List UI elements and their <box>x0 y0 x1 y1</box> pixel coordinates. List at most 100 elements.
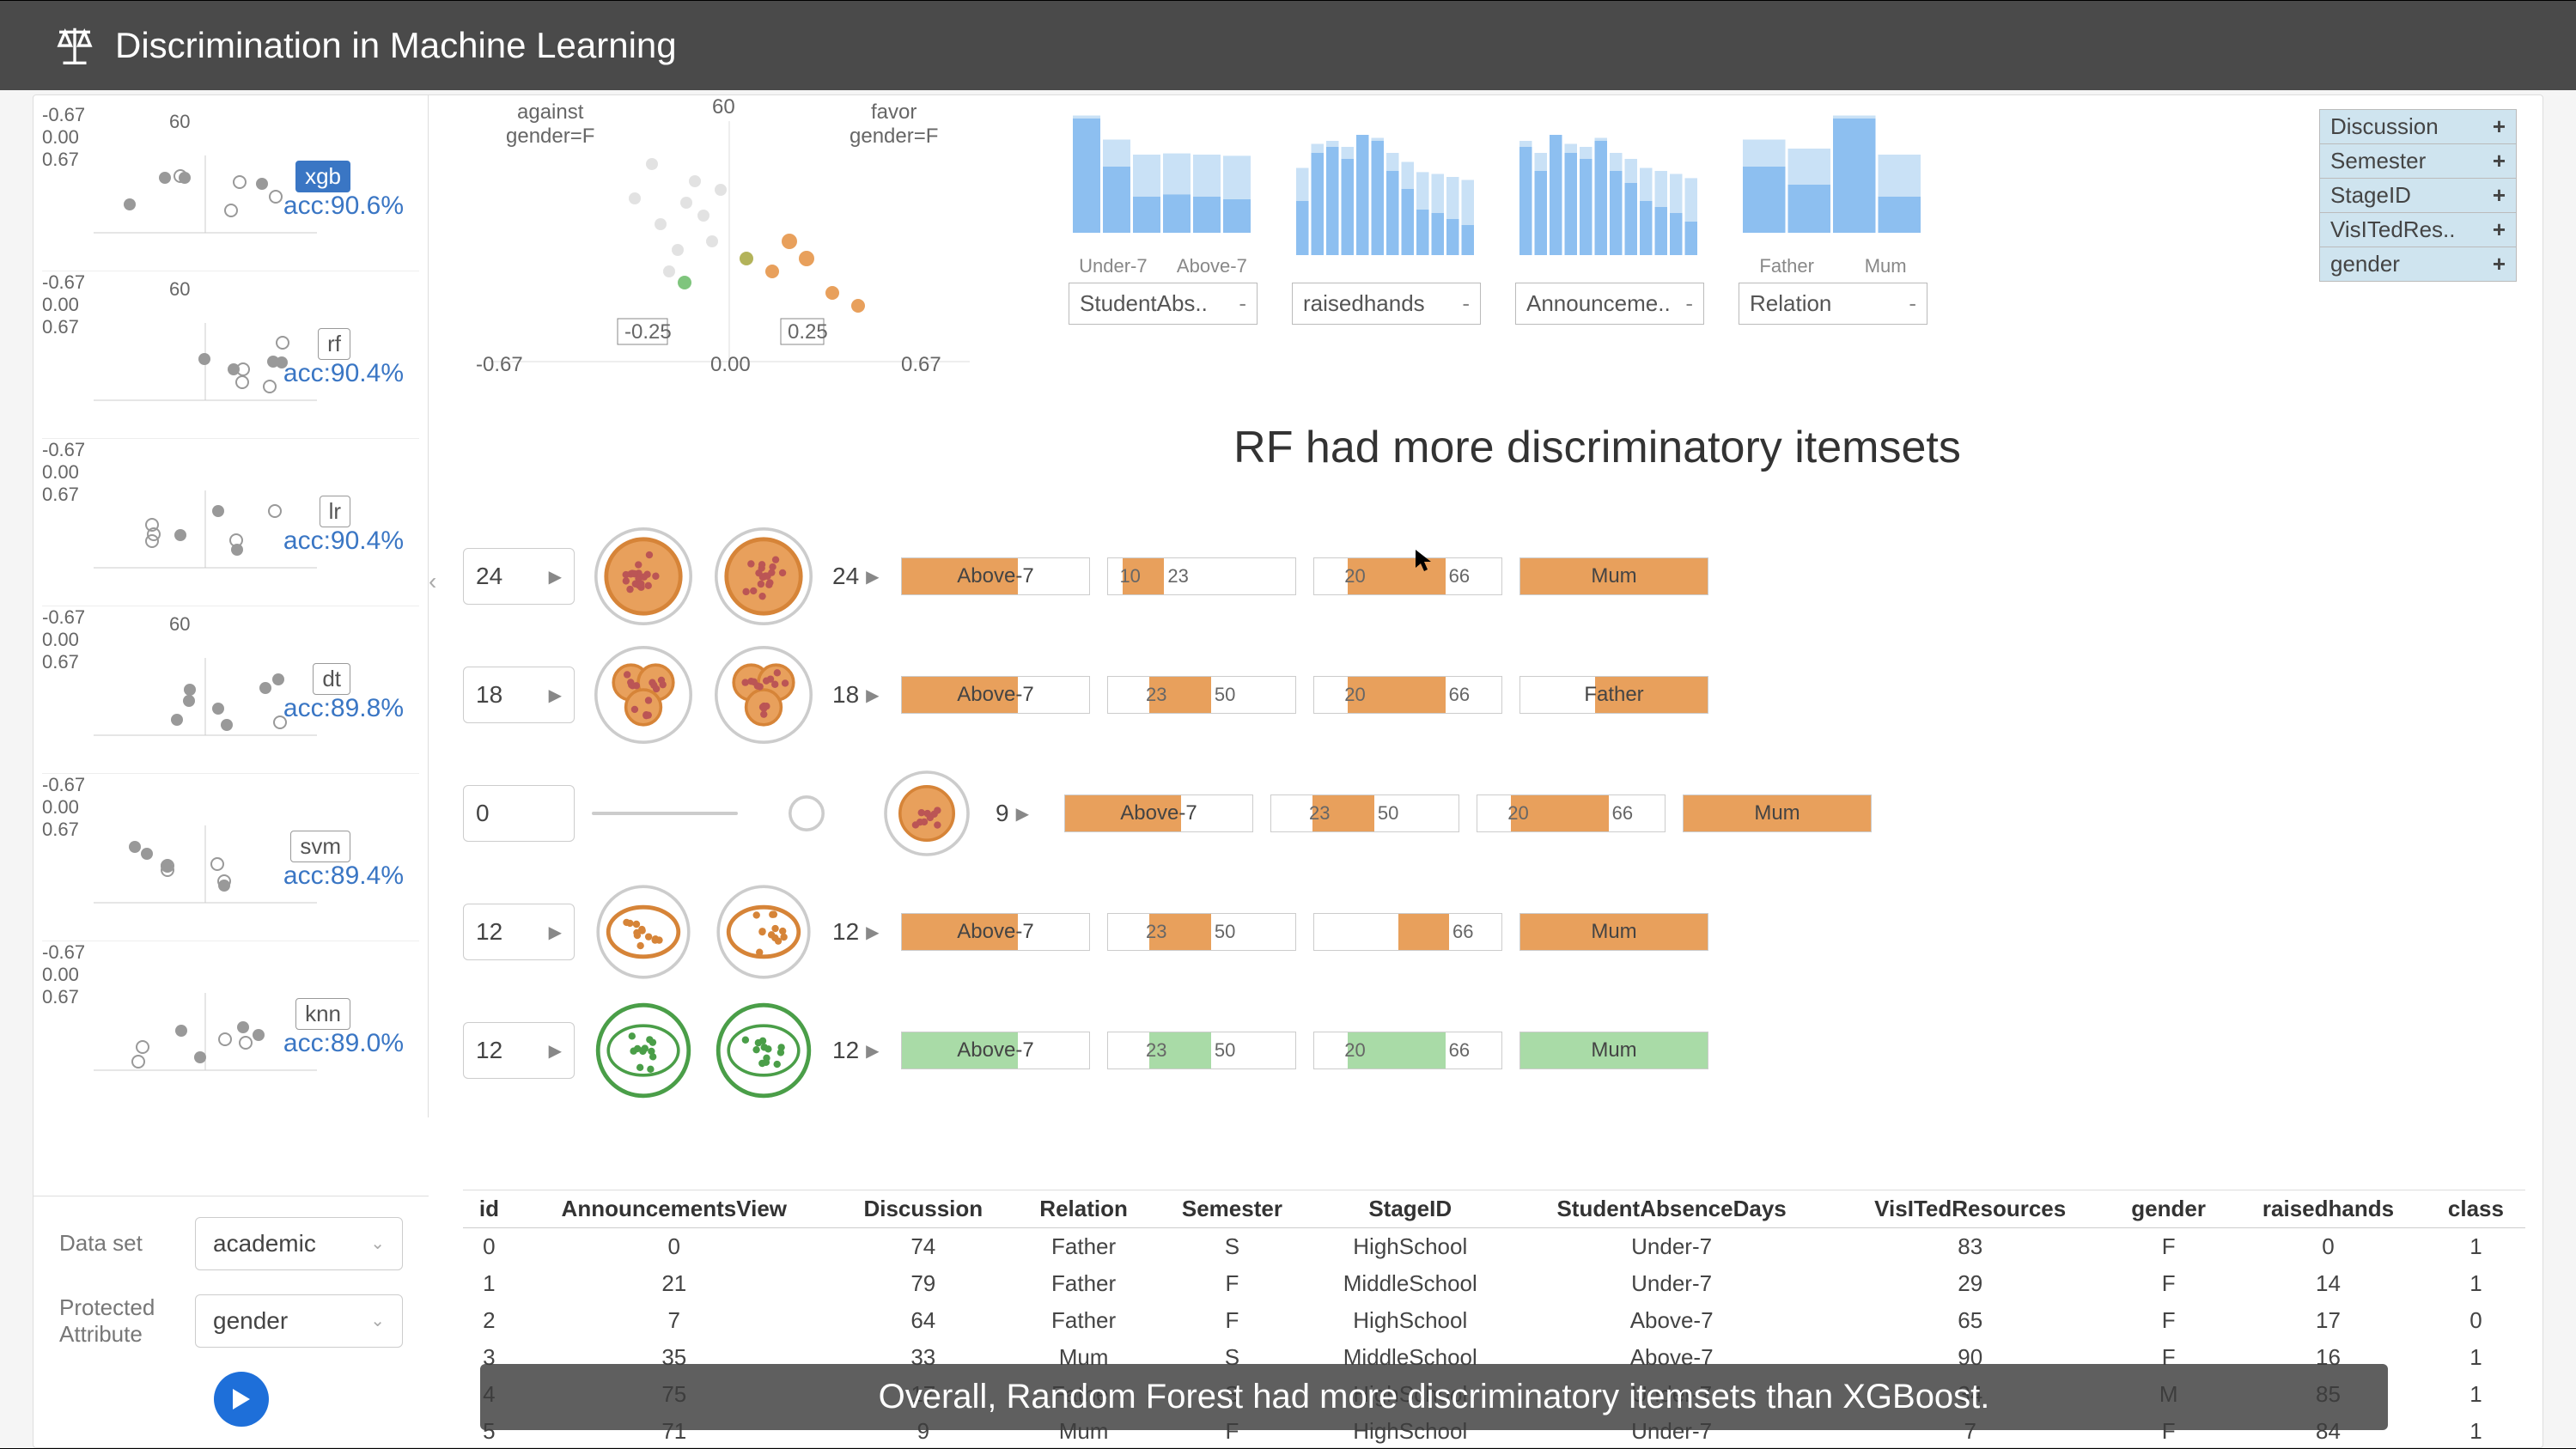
caption-overlay: Overall, Random Forest had more discrimi… <box>480 1364 2388 1430</box>
model-panel-lr[interactable]: lr acc:90.4% -0.67 0.00 0.67 <box>42 439 419 606</box>
plus-icon: + <box>2493 148 2506 174</box>
play-button[interactable] <box>214 1372 269 1427</box>
left-count[interactable]: 0 <box>463 785 575 842</box>
feature-item[interactable]: Semester+ <box>2320 144 2516 179</box>
histogram-1: raisedhands- <box>1288 126 1485 325</box>
plus-icon: + <box>2493 182 2506 209</box>
range-bar[interactable]: Mum <box>1683 795 1872 832</box>
app-header: Discrimination in Machine Learning <box>0 1 2576 90</box>
itemset-row: 24 ▶ 24 ▶ Above-7 10 23 20 66 <box>463 525 2508 628</box>
itemset-row: 12 ▶ 12 ▶ Above-7 23 50 20 66 <box>463 999 2508 1102</box>
bubble-left[interactable] <box>592 643 695 746</box>
chevron-down-icon: ⌄ <box>370 1233 385 1254</box>
bubble-right[interactable] <box>875 762 978 865</box>
bubble-left[interactable] <box>592 525 695 628</box>
model-badge[interactable]: knn <box>295 998 350 1030</box>
left-count[interactable]: 24 ▶ <box>463 548 575 605</box>
plus-icon: + <box>2493 113 2506 140</box>
table-row[interactable]: 2764FatherFHighSchoolAbove-765F170 <box>463 1302 2525 1339</box>
histo-select[interactable]: raisedhands- <box>1292 283 1481 325</box>
range-bar[interactable]: 23 50 <box>1107 913 1296 951</box>
range-bar[interactable]: Above-7 <box>901 557 1090 595</box>
range-bar[interactable]: 23 50 <box>1107 1032 1296 1069</box>
range-bar[interactable]: 20 66 <box>1313 557 1502 595</box>
bubble-left[interactable] <box>755 762 858 865</box>
range-bar[interactable]: Above-7 <box>1064 795 1253 832</box>
right-count[interactable]: 9 ▶ <box>996 800 1047 827</box>
right-count[interactable]: 24 ▶ <box>832 563 884 590</box>
left-count[interactable]: 12 ▶ <box>463 904 575 960</box>
model-panel-knn[interactable]: knn acc:89.0% -0.67 0.00 0.67 <box>42 941 419 1109</box>
model-panel-dt[interactable]: 60 dt acc:89.8% -0.67 0.00 0.67 <box>42 606 419 774</box>
left-count[interactable]: 18 ▶ <box>463 667 575 723</box>
dataset-select[interactable]: academic ⌄ <box>195 1217 403 1270</box>
table-header[interactable]: Discussion <box>833 1190 1014 1228</box>
model-accuracy: acc:90.6% <box>283 192 404 221</box>
feature-item[interactable]: Discussion+ <box>2320 110 2516 144</box>
range-bar[interactable]: Mum <box>1519 1032 1708 1069</box>
table-header[interactable]: StudentAbsenceDays <box>1510 1190 1833 1228</box>
model-panel-rf[interactable]: 60 rf acc:90.4% -0.67 0.00 0.67 <box>42 271 419 439</box>
table-header[interactable]: id <box>463 1190 515 1228</box>
table-row[interactable]: 12179FatherFMiddleSchoolUnder-729F141 <box>463 1265 2525 1302</box>
right-count[interactable]: 18 ▶ <box>832 681 884 709</box>
controls-panel: Data set academic ⌄ Protected Attribute … <box>33 1196 429 1447</box>
triangle-right-icon: ▶ <box>549 1040 562 1062</box>
right-count[interactable]: 12 ▶ <box>832 918 884 946</box>
triangle-right-icon: ▶ <box>866 685 879 706</box>
triangle-right-icon: ▶ <box>549 922 562 943</box>
itemsets-list: 24 ▶ 24 ▶ Above-7 10 23 20 66 <box>463 525 2508 1102</box>
histo-select[interactable]: Relation- <box>1739 283 1927 325</box>
bubble-left[interactable] <box>592 880 695 983</box>
feature-item[interactable]: gender+ <box>2320 247 2516 281</box>
range-bar[interactable]: 66 <box>1313 913 1502 951</box>
protected-select[interactable]: gender ⌄ <box>195 1294 403 1348</box>
range-bar[interactable]: Mum <box>1519 557 1708 595</box>
top-tick: 60 <box>712 95 735 119</box>
range-bar[interactable]: Mum <box>1519 913 1708 951</box>
histo-select[interactable]: Announceme..- <box>1515 283 1704 325</box>
table-header[interactable]: VisITedResources <box>1833 1190 2107 1228</box>
bubble-right[interactable] <box>712 999 815 1102</box>
right-count[interactable]: 12 ▶ <box>832 1037 884 1064</box>
table-header[interactable]: StageID <box>1310 1190 1510 1228</box>
bubble-right[interactable] <box>712 880 815 983</box>
model-badge[interactable]: lr <box>320 496 350 527</box>
triangle-right-icon: ▶ <box>866 922 879 943</box>
range-bar[interactable]: 20 66 <box>1313 1032 1502 1069</box>
model-panel-svm[interactable]: svm acc:89.4% -0.67 0.00 0.67 <box>42 774 419 941</box>
range-bar[interactable]: 10 23 <box>1107 557 1296 595</box>
triangle-right-icon: ▶ <box>1016 803 1029 825</box>
range-bar[interactable]: 23 50 <box>1107 676 1296 714</box>
model-badge[interactable]: xgb <box>295 161 350 192</box>
histogram-row: Under-7Above-7 StudentAbs..- <box>1064 104 1923 325</box>
triangle-right-icon: ▶ <box>866 566 879 588</box>
range-bar[interactable]: 20 66 <box>1477 795 1666 832</box>
bubble-left[interactable] <box>592 999 695 1102</box>
left-count[interactable]: 12 ▶ <box>463 1022 575 1079</box>
model-badge[interactable]: rf <box>318 328 350 360</box>
bubble-right[interactable] <box>712 525 815 628</box>
table-header[interactable]: class <box>2427 1190 2525 1228</box>
model-badge[interactable]: dt <box>313 663 350 695</box>
histo-select[interactable]: StudentAbs..- <box>1069 283 1258 325</box>
bubble-right[interactable] <box>712 643 815 746</box>
range-bar[interactable]: Above-7 <box>901 913 1090 951</box>
model-panel-xgb[interactable]: 60 xgb acc:90.6% -0.67 0.00 0.67 <box>42 104 419 271</box>
model-accuracy: acc:89.4% <box>283 861 404 891</box>
table-header[interactable]: AnnouncementsView <box>515 1190 833 1228</box>
model-badge[interactable]: svm <box>290 831 350 862</box>
feature-item[interactable]: VisITedRes..+ <box>2320 213 2516 247</box>
table-header[interactable]: Relation <box>1014 1190 1154 1228</box>
collapse-chevron-icon[interactable]: ‹ <box>429 568 436 595</box>
table-header[interactable]: raisedhands <box>2230 1190 2427 1228</box>
feature-item[interactable]: StageID+ <box>2320 179 2516 213</box>
range-bar[interactable]: Father <box>1519 676 1708 714</box>
range-bar[interactable]: 23 50 <box>1270 795 1459 832</box>
range-bar[interactable]: Above-7 <box>901 1032 1090 1069</box>
table-header[interactable]: gender <box>2107 1190 2230 1228</box>
range-bar[interactable]: Above-7 <box>901 676 1090 714</box>
table-header[interactable]: Semester <box>1154 1190 1310 1228</box>
table-row[interactable]: 0074FatherSHighSchoolUnder-783F01 <box>463 1228 2525 1266</box>
range-bar[interactable]: 20 66 <box>1313 676 1502 714</box>
